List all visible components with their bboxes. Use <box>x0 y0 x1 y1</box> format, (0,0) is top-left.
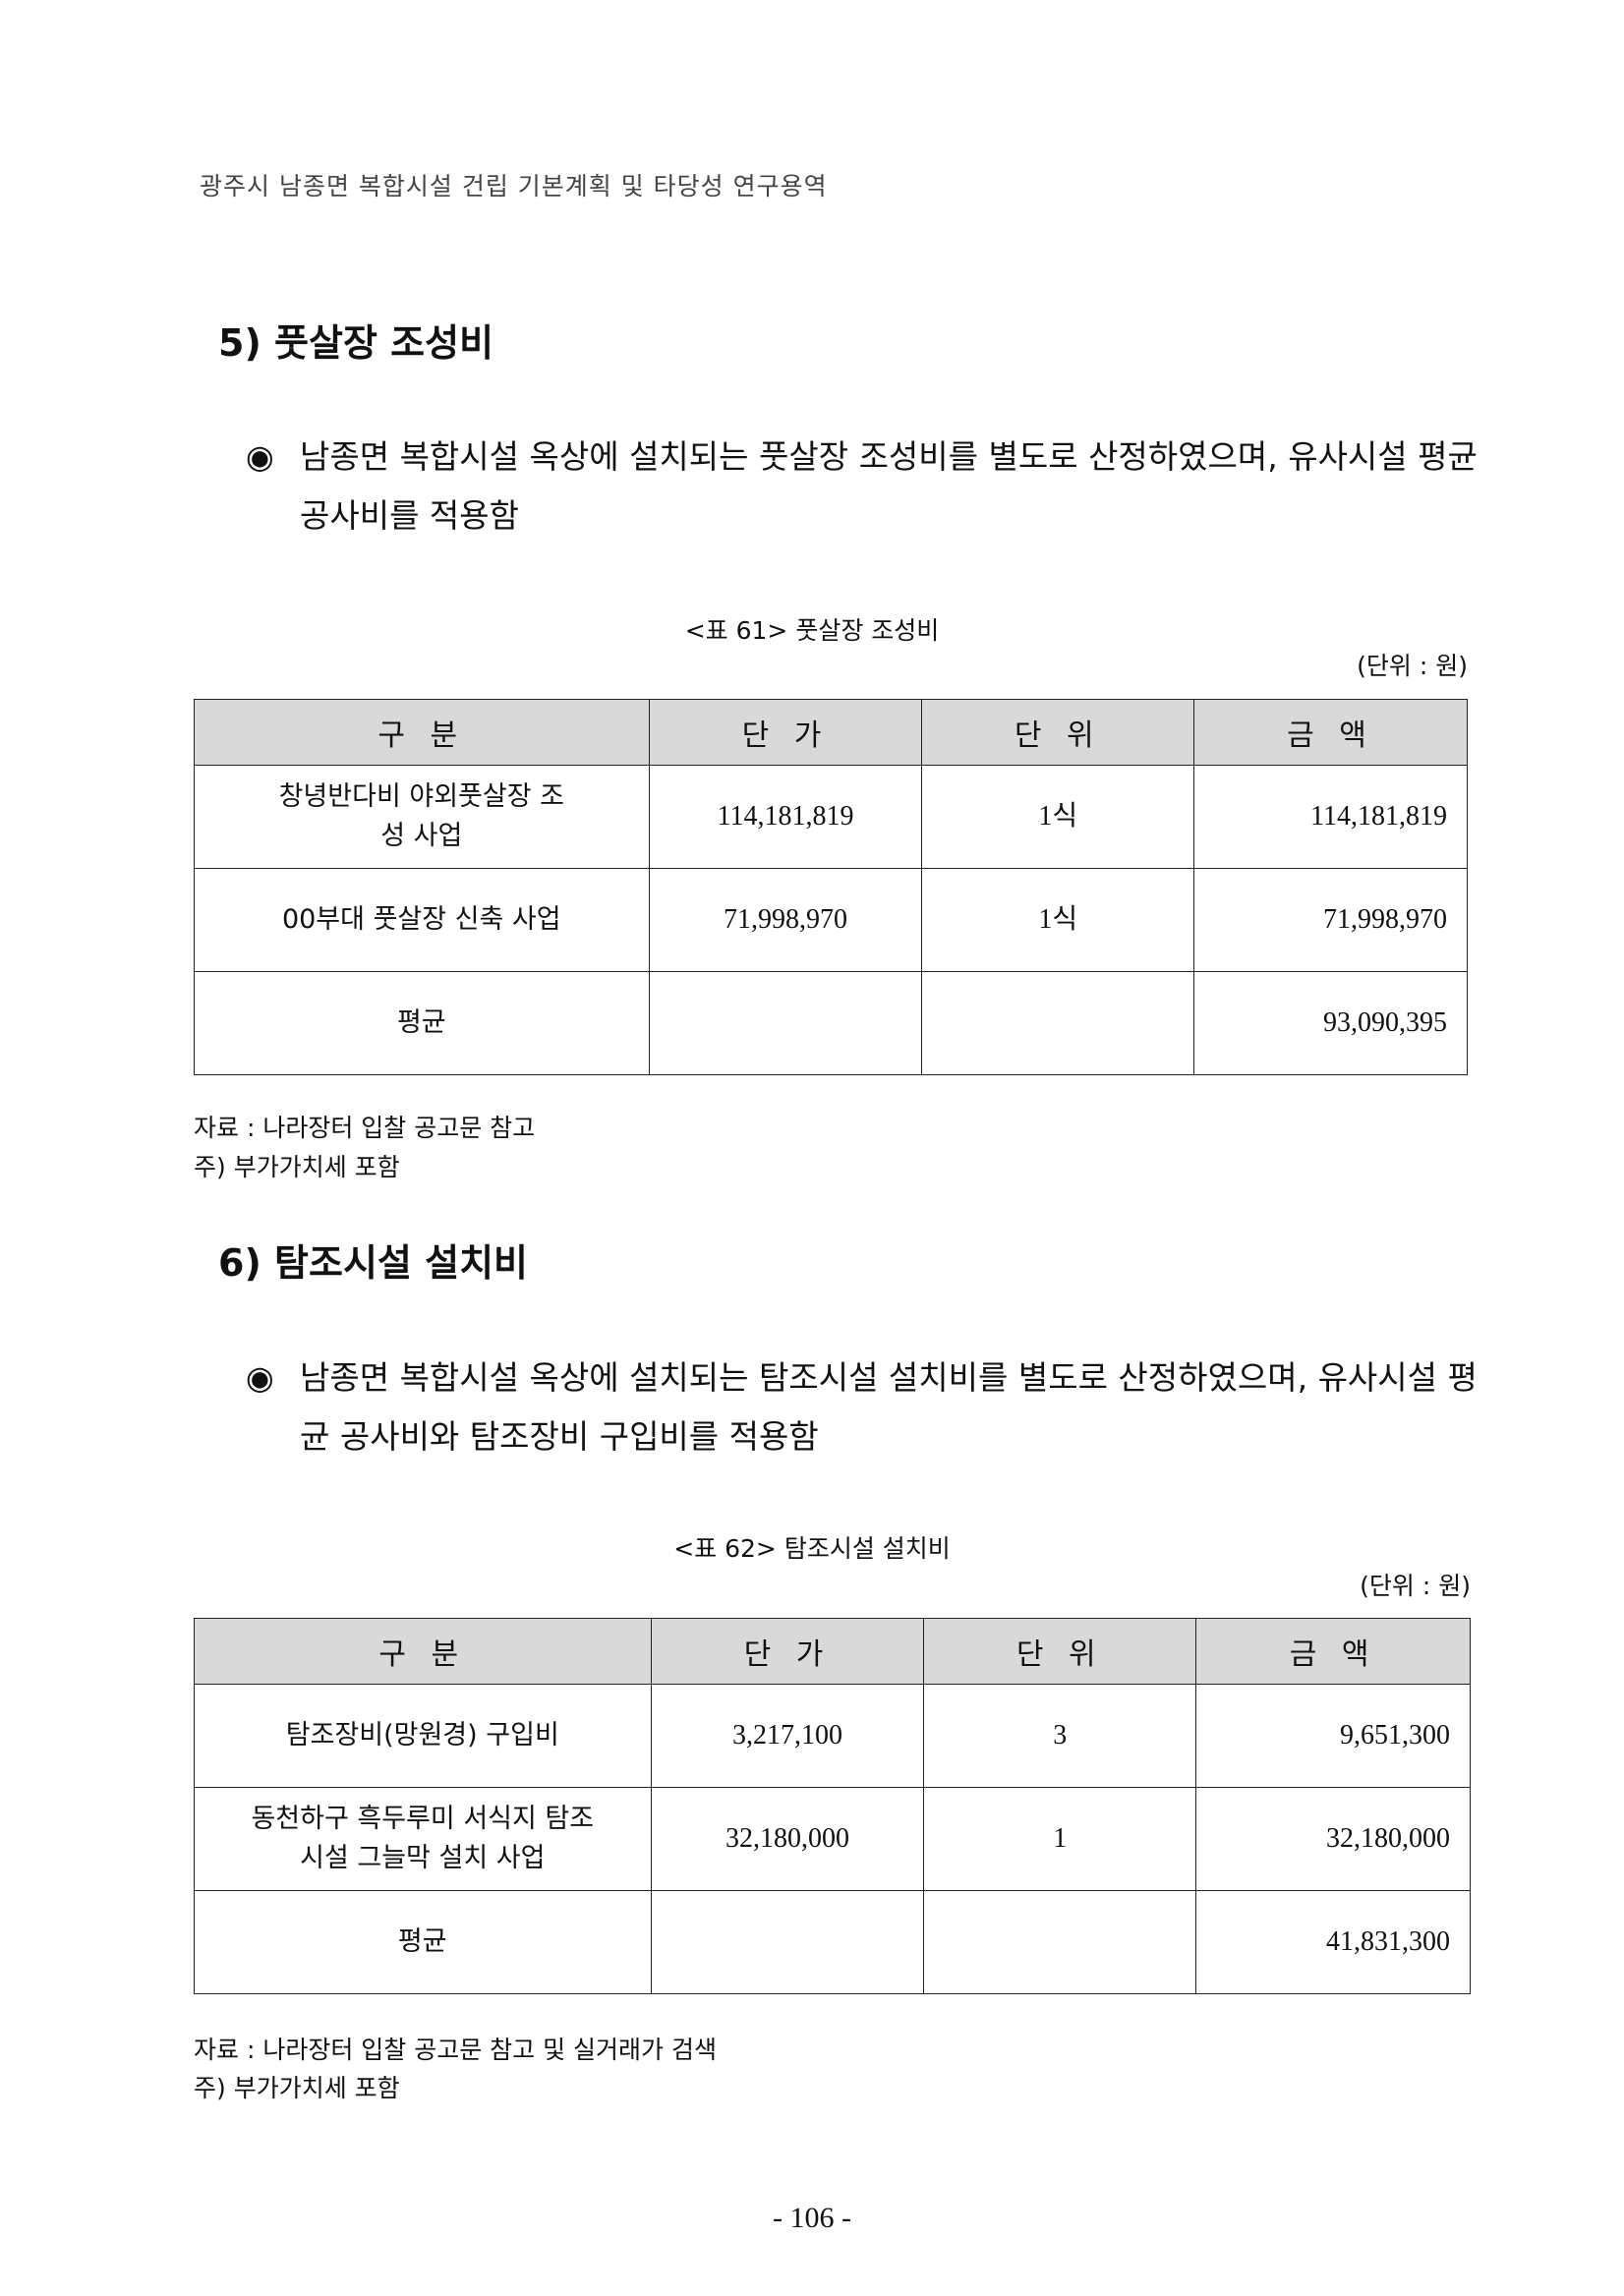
col-header-amount: 금 액 <box>1193 699 1468 766</box>
cell-name: 창녕반다비 야외풋살장 조성 사업 <box>194 765 650 869</box>
cell-unit-price: 71,998,970 <box>648 868 923 972</box>
cell-unit-price <box>648 971 923 1075</box>
cell-unit-price: 3,217,100 <box>650 1684 925 1788</box>
table-row: 창녕반다비 야외풋살장 조성 사업 114,181,819 1식 114,181… <box>194 765 1468 869</box>
table-row-average: 평균 41,831,300 <box>194 1890 1471 1994</box>
table-row: 동천하구 흑두루미 서식지 탐조시설 그늘막 설치 사업 32,180,000 … <box>194 1787 1471 1891</box>
bullet-paragraph-birdwatching: ◉ 남종면 복합시설 옥상에 설치되는 탐조시설 설치비를 별도로 산정하였으며… <box>246 1349 1479 1466</box>
cell-unit <box>921 971 1195 1075</box>
cell-unit: 1 <box>923 1787 1197 1891</box>
bullet-icon: ◉ <box>246 1358 274 1397</box>
cell-unit: 3 <box>923 1684 1197 1788</box>
bullet-icon: ◉ <box>246 437 274 476</box>
cell-name: 동천하구 흑두루미 서식지 탐조시설 그늘막 설치 사업 <box>194 1787 652 1891</box>
page-number: - 106 - <box>773 2202 851 2234</box>
table-note-61: 주) 부가가치세 포함 <box>194 1153 400 1181</box>
table-row: 00부대 풋살장 신축 사업 71,998,970 1식 71,998,970 <box>194 868 1468 972</box>
table-source-62: 자료 : 나라장터 입찰 공고문 참고 및 실거래가 검색 <box>194 2036 717 2064</box>
col-header-unit-price: 단 가 <box>650 1618 925 1685</box>
table-birdwatching-cost: 구 분 단 가 단 위 금 액 탐조장비(망원경) 구입비 3,217,100 … <box>194 1618 1471 1994</box>
table-note-62: 주) 부가가치세 포함 <box>194 2074 400 2102</box>
table-row-average: 평균 93,090,395 <box>194 971 1468 1075</box>
table-row: 탐조장비(망원경) 구입비 3,217,100 3 9,651,300 <box>194 1684 1471 1788</box>
cell-name: 평균 <box>194 1890 652 1994</box>
table-source-61: 자료 : 나라장터 입찰 공고문 참고 <box>194 1114 536 1142</box>
table-header-row: 구 분 단 가 단 위 금 액 <box>194 1618 1471 1685</box>
col-header-unit-price: 단 가 <box>648 699 923 766</box>
col-header-category: 구 분 <box>194 699 650 766</box>
cell-amount: 9,651,300 <box>1195 1684 1471 1788</box>
cell-amount: 32,180,000 <box>1195 1787 1471 1891</box>
running-header: 광주시 남종면 복합시설 건립 기본계획 및 타당성 연구용역 <box>200 172 828 201</box>
cell-unit-price <box>650 1890 925 1994</box>
cell-unit-price: 32,180,000 <box>650 1787 925 1891</box>
table-caption-62: <표 62> 탐조시설 설치비 <box>673 1534 951 1563</box>
table-unit-62: (단위 : 원) <box>1360 1572 1471 1600</box>
col-header-category: 구 분 <box>194 1618 652 1685</box>
table-header-row: 구 분 단 가 단 위 금 액 <box>194 699 1468 766</box>
cell-name: 00부대 풋살장 신축 사업 <box>194 868 650 972</box>
cell-amount: 41,831,300 <box>1195 1890 1471 1994</box>
col-header-amount: 금 액 <box>1195 1618 1471 1685</box>
cell-amount: 114,181,819 <box>1193 765 1468 869</box>
section-heading-birdwatching: 6) 탐조시설 설치비 <box>218 1241 528 1285</box>
bullet-text: 남종면 복합시설 옥상에 설치되는 탐조시설 설치비를 별도로 산정하였으며, … <box>300 1358 1478 1456</box>
table-futsal-cost: 구 분 단 가 단 위 금 액 창녕반다비 야외풋살장 조성 사업 114,18… <box>194 699 1468 1075</box>
section-heading-futsal: 5) 풋살장 조성비 <box>218 321 494 365</box>
col-header-unit: 단 위 <box>921 699 1195 766</box>
cell-name: 탐조장비(망원경) 구입비 <box>194 1684 652 1788</box>
cell-unit: 1식 <box>921 765 1195 869</box>
cell-amount: 71,998,970 <box>1193 868 1468 972</box>
cell-amount: 93,090,395 <box>1193 971 1468 1075</box>
cell-unit: 1식 <box>921 868 1195 972</box>
cell-unit-price: 114,181,819 <box>648 765 923 869</box>
cell-unit <box>923 1890 1197 1994</box>
cell-name: 평균 <box>194 971 650 1075</box>
col-header-unit: 단 위 <box>923 1618 1197 1685</box>
table-caption-61: <표 61> 풋살장 조성비 <box>684 616 940 645</box>
bullet-text: 남종면 복합시설 옥상에 설치되는 풋살장 조성비를 별도로 산정하였으며, 유… <box>300 437 1478 535</box>
table-unit-61: (단위 : 원) <box>1357 652 1468 680</box>
bullet-paragraph-futsal: ◉ 남종면 복합시설 옥상에 설치되는 풋살장 조성비를 별도로 산정하였으며,… <box>246 428 1479 545</box>
